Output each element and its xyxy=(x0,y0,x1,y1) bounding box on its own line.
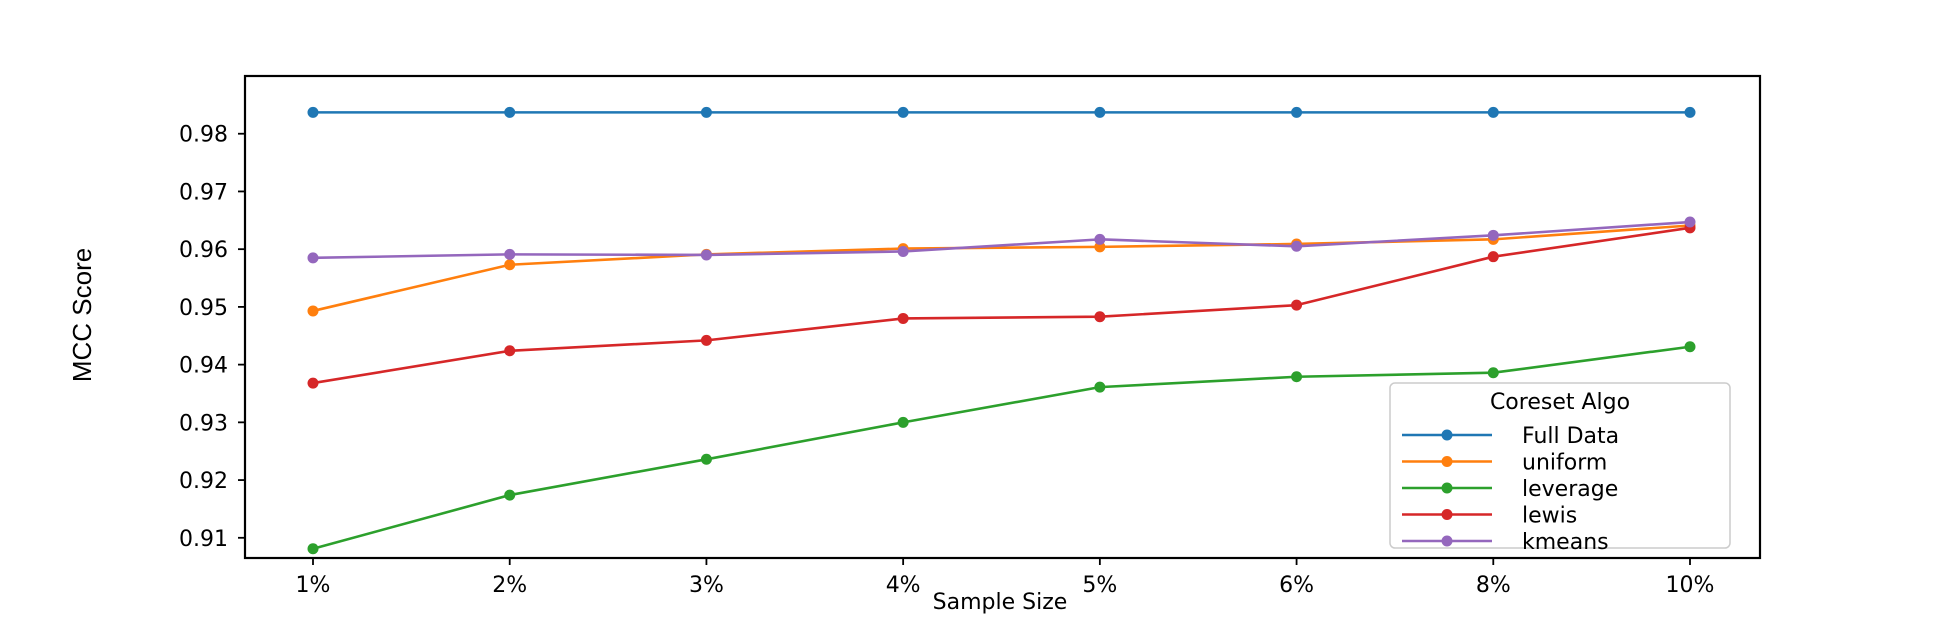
legend-marker-kmeans xyxy=(1441,535,1453,547)
series-layer xyxy=(307,106,1696,555)
data-point-full-data xyxy=(1684,106,1696,118)
x-tick-label: 8% xyxy=(1476,573,1511,598)
legend-marker-uniform xyxy=(1441,456,1453,467)
data-point-full-data xyxy=(1094,106,1106,118)
data-point-kmeans xyxy=(1291,240,1303,252)
x-tick-label: 10% xyxy=(1666,573,1715,598)
x-axis-label: Sample Size xyxy=(933,590,1068,615)
plot-frame xyxy=(243,74,1762,560)
x-tick-label: 4% xyxy=(886,573,921,598)
data-point-lewis xyxy=(1487,251,1499,263)
data-point-kmeans xyxy=(504,248,516,260)
legend-marker-lewis xyxy=(1441,509,1453,520)
legend-label-full-data: Full Data xyxy=(1522,424,1619,449)
data-point-leverage xyxy=(307,543,319,555)
data-point-lewis xyxy=(1094,311,1106,323)
series-line-leverage xyxy=(312,345,1691,551)
y-tick-label: 0.97 xyxy=(179,180,228,205)
data-point-leverage xyxy=(1684,341,1696,353)
x-tick-label: 2% xyxy=(492,573,527,598)
legend-marker-leverage xyxy=(1441,482,1453,494)
data-point-leverage xyxy=(504,489,516,501)
legend-box xyxy=(1389,382,1731,549)
data-point-lewis xyxy=(504,345,516,357)
legend-label-lewis: lewis xyxy=(1522,504,1577,529)
y-axis-label: MCC Score xyxy=(67,248,97,382)
data-point-kmeans xyxy=(700,249,712,261)
x-tick-label: 1% xyxy=(296,573,331,598)
legend: Coreset Algo Full Datauniformleveragelewi… xyxy=(1389,382,1731,555)
data-point-lewis xyxy=(1291,299,1303,311)
legend-marker-full-data xyxy=(1441,429,1453,441)
axes-layer: 1% 2% 3% 4% 5% 6% 8% 10% 0.91 0.92 0.93 0.94 0.95 0.9… xyxy=(179,74,1762,598)
legend-label-uniform: uniform xyxy=(1522,451,1607,476)
legend-label-leverage: leverage xyxy=(1522,477,1618,502)
y-tick-label: 0.98 xyxy=(179,123,228,148)
data-point-leverage xyxy=(1291,371,1303,383)
x-tick-label: 5% xyxy=(1082,573,1117,598)
data-point-full-data xyxy=(1487,106,1499,118)
data-point-full-data xyxy=(700,106,712,118)
series-line-uniform xyxy=(312,224,1691,313)
series-line-lewis xyxy=(312,226,1691,385)
data-point-kmeans xyxy=(1487,229,1499,241)
data-point-full-data xyxy=(897,106,909,118)
data-point-leverage xyxy=(897,416,909,428)
legend-label-kmeans: kmeans xyxy=(1522,530,1609,555)
y-tick-label: 0.92 xyxy=(179,469,228,494)
data-point-lewis xyxy=(307,377,319,389)
y-tick-label: 0.91 xyxy=(179,527,228,552)
data-point-leverage xyxy=(1487,367,1499,379)
data-point-full-data xyxy=(504,106,516,118)
data-point-leverage xyxy=(1094,381,1106,393)
data-point-kmeans xyxy=(1684,216,1696,228)
y-tick-label: 0.95 xyxy=(179,296,228,321)
y-tick-label: 0.94 xyxy=(179,354,228,379)
x-tick-label: 3% xyxy=(689,573,724,598)
y-tick-label: 0.93 xyxy=(179,411,228,436)
legend-title: Coreset Algo xyxy=(1490,390,1630,415)
y-tick-label: 0.96 xyxy=(179,238,228,263)
data-point-uniform xyxy=(504,259,516,271)
data-point-lewis xyxy=(897,312,909,324)
x-tick-label: 6% xyxy=(1279,573,1314,598)
data-point-uniform xyxy=(307,305,319,317)
data-point-full-data xyxy=(1291,106,1303,118)
data-point-full-data xyxy=(307,106,319,118)
data-point-kmeans xyxy=(897,245,909,257)
data-point-leverage xyxy=(700,453,712,465)
series-line-kmeans xyxy=(312,220,1691,260)
data-point-kmeans xyxy=(307,252,319,264)
data-point-kmeans xyxy=(1094,233,1106,245)
data-point-lewis xyxy=(700,334,712,346)
